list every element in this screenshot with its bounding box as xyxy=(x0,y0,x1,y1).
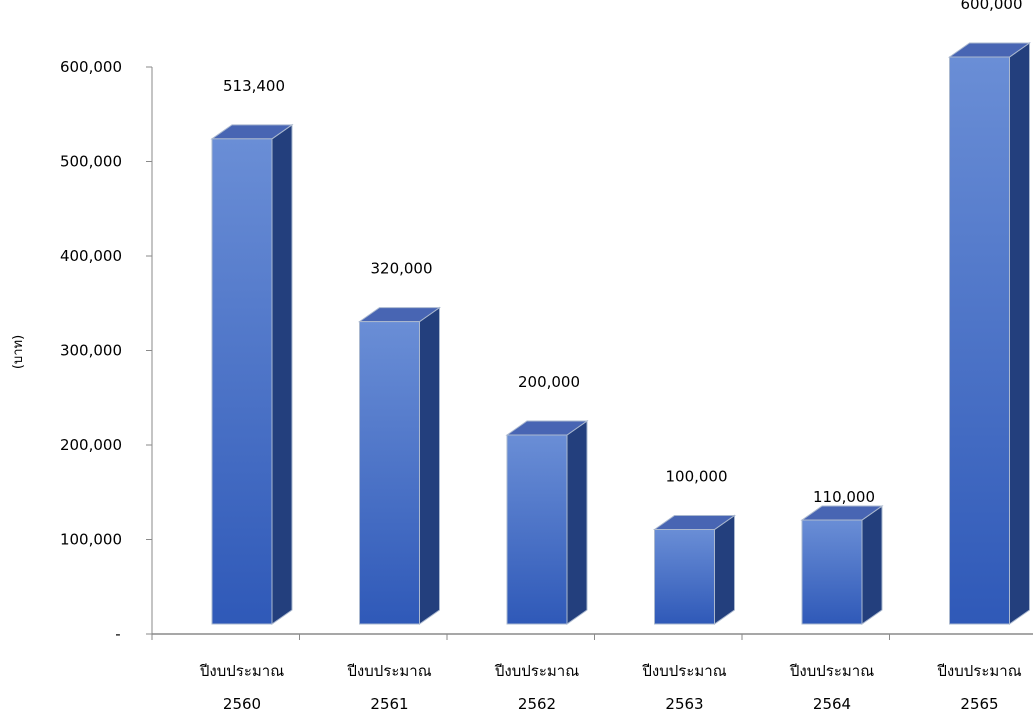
category-label-line2: 2561 xyxy=(370,695,408,713)
category-label-line2: 2563 xyxy=(665,695,703,713)
bars-group xyxy=(210,42,1032,625)
category-label-line1: ปีงบประมาณ xyxy=(641,662,726,680)
bar xyxy=(652,514,737,625)
y-tick-label: 200,000 xyxy=(60,436,122,454)
bar xyxy=(210,123,294,625)
category-label-line2: 2565 xyxy=(960,695,998,713)
bar-side-face xyxy=(861,505,883,625)
bar-side-face xyxy=(271,123,293,625)
x-axis xyxy=(151,67,1033,640)
bar-front-face xyxy=(801,519,863,625)
bar-side-face xyxy=(566,420,588,625)
category-label-line2: 2560 xyxy=(223,695,261,713)
bar-front-face xyxy=(359,321,420,625)
data-label: 100,000 xyxy=(665,468,727,486)
bar xyxy=(505,420,589,625)
bar-side-face xyxy=(419,306,440,625)
bar-side-face xyxy=(714,514,735,625)
data-labels-group: 513,400 320,000 200,000 100,000 110,000 600,0… xyxy=(223,0,1023,506)
y-tick-label: - xyxy=(115,625,120,643)
y-tick-label: 500,000 xyxy=(60,153,122,171)
category-label-line1: ปีงบประมาณ xyxy=(199,662,284,680)
y-tick-label: 300,000 xyxy=(60,342,122,360)
data-label: 110,000 xyxy=(813,488,875,506)
y-axis-title: (บาท) xyxy=(11,335,26,369)
category-label-line2: 2564 xyxy=(813,695,851,713)
y-tick-label: 100,000 xyxy=(60,531,122,549)
category-label-line1: ปีงบประมาณ xyxy=(346,662,431,680)
category-labels-group: ปีงบประมาณ 2560 ปีงบประมาณ 2561 ปีงบประมาณ 25… xyxy=(199,662,1022,713)
category-label-line2: 2562 xyxy=(518,695,556,713)
bar-side-face xyxy=(1009,42,1030,625)
y-tick-label: 600,000 xyxy=(60,58,122,76)
bar-front-face xyxy=(949,56,1010,625)
data-label: 513,400 xyxy=(223,77,285,95)
bar-front-face xyxy=(211,138,273,625)
bar-front-face xyxy=(506,434,568,625)
y-tick-label: 400,000 xyxy=(60,247,122,265)
data-label: 600,000 xyxy=(960,0,1022,13)
bar xyxy=(800,505,884,625)
category-label-line1: ปีงบประมาณ xyxy=(789,662,874,680)
y-axis-ticks: - 100,000 200,000 300,000 400,000 500,000 600,… xyxy=(60,58,152,643)
bar xyxy=(947,42,1032,625)
data-label: 200,000 xyxy=(518,373,580,391)
category-label-line1: ปีงบประมาณ xyxy=(936,662,1021,680)
bar-front-face xyxy=(654,529,715,625)
data-label: 320,000 xyxy=(370,260,432,278)
bar xyxy=(357,306,442,625)
category-label-line1: ปีงบประมาณ xyxy=(494,662,579,680)
